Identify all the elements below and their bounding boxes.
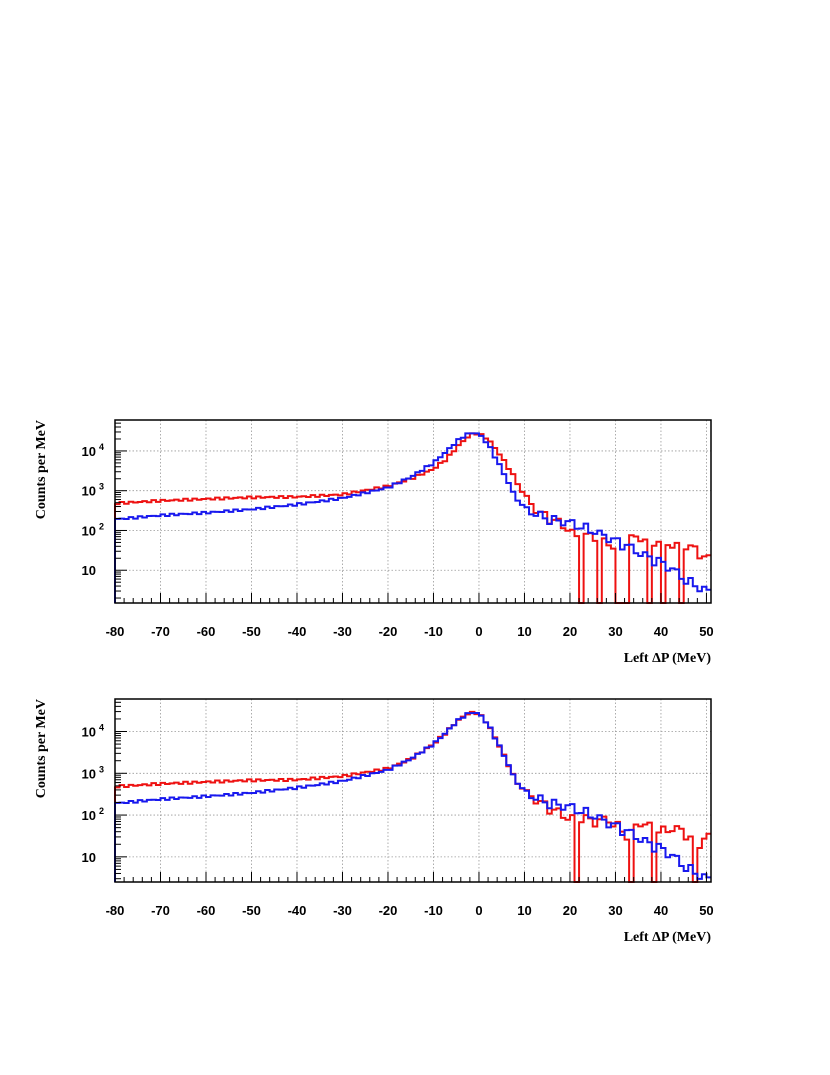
x-tick-label: -10 [424,903,443,918]
x-tick-label: -60 [197,903,216,918]
x-tick-label: 40 [654,903,668,918]
x-axis-title: Left ΔP (MeV) [624,651,712,666]
y-tick-label: 10 4 [82,442,104,459]
histogram-series-2 [114,712,711,882]
x-tick-label: 0 [475,903,482,918]
x-tick-label: 30 [608,624,622,639]
x-tick-label: -40 [288,903,307,918]
y-axis-title: Counts per MeV [34,699,49,798]
y-tick-label: 10 3 [82,482,104,499]
y-tick-label: 10 2 [82,521,104,538]
x-axis-title: Left ΔP (MeV) [624,930,712,945]
histogram-series-2 [114,432,711,603]
chart-2: -80 -70 -60 -50 -40 -30 -20 -10 0 10 20 30 40 50 10 4 10… [34,698,714,945]
x-tick-label: 0 [475,624,482,639]
x-tick-label: 10 [517,624,531,639]
histogram-series-1 [114,432,711,604]
x-tick-label: 20 [563,903,577,918]
x-tick-label: 10 [517,903,531,918]
x-tick-label: -10 [424,624,443,639]
x-tick-label: 50 [699,903,713,918]
x-tick-label: -20 [379,903,398,918]
x-tick-label: -50 [242,903,261,918]
x-tick-label: -70 [151,624,170,639]
x-tick-label: -80 [106,624,125,639]
x-tick-label: 40 [654,624,668,639]
y-tick-label: 10 3 [82,764,104,781]
x-tick-label: 50 [699,624,713,639]
x-tick-label: -40 [288,624,307,639]
y-tick-label: 10 [82,563,96,578]
y-tick-label: 10 [82,850,96,865]
x-tick-label: 30 [608,903,622,918]
y-tick-label: 10 4 [82,723,104,740]
x-tick-label: -20 [379,624,398,639]
x-tick-label: -50 [242,624,261,639]
x-tick-label: -30 [333,903,352,918]
plot-frame [114,698,712,883]
x-tick-label: -80 [106,903,125,918]
y-axis-title: Counts per MeV [34,420,49,519]
y-tick-label: 10 2 [82,806,104,823]
chart-1: -80 -70 -60 -50 -40 -30 -20 -10 0 10 20 30 40 50 10 4 10… [34,419,714,666]
x-tick-label: -30 [333,624,352,639]
x-tick-label: -70 [151,903,170,918]
x-tick-label: 20 [563,624,577,639]
x-tick-label: -60 [197,624,216,639]
